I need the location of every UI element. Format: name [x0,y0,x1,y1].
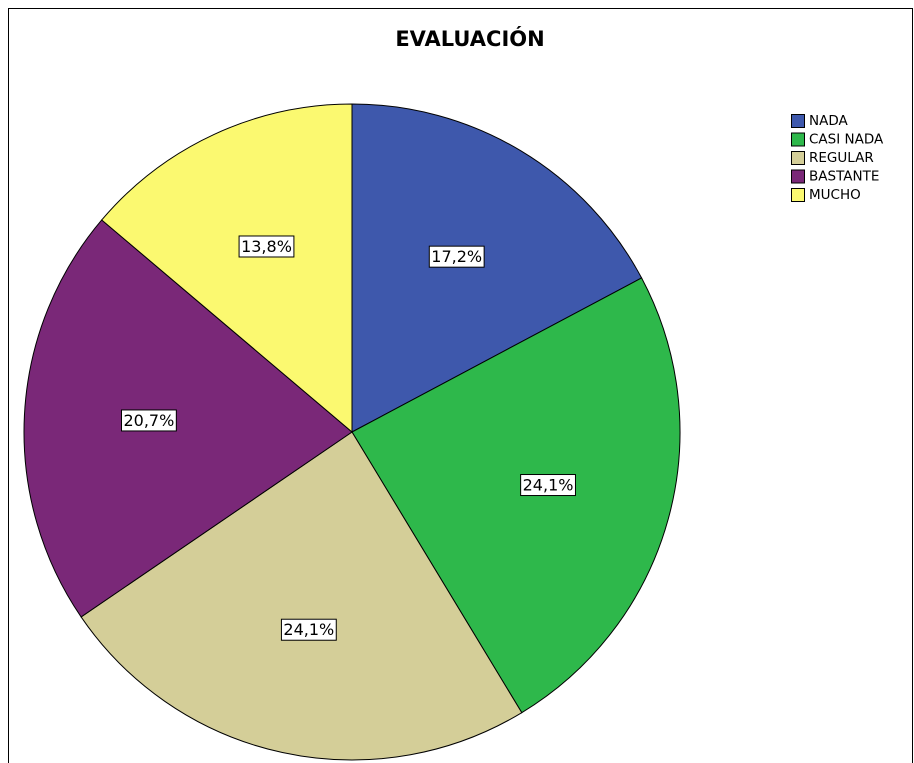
value-label-box [280,618,337,641]
legend-swatch [791,188,805,202]
pie-slice [23,219,353,618]
value-label-box [238,235,295,258]
chart-title: EVALUACIÓN [395,26,544,51]
value-label: 24,1% [283,620,334,639]
pie-slice [351,103,643,433]
legend-swatch [791,114,805,128]
legend-label: NADA [809,113,848,129]
value-label-box [428,245,485,268]
legend-label: CASI NADA [809,132,884,148]
value-label-box [120,409,177,432]
legend-swatch [791,151,805,165]
value-label: 20,7% [123,411,174,430]
legend-label: BASTANTE [809,169,879,185]
value-label: 13,8% [241,237,292,256]
pie-slice [351,277,681,714]
value-label: 24,1% [523,476,574,495]
legend-swatch [791,169,805,184]
value-label-box [520,474,576,497]
legend-label: REGULAR [809,150,874,166]
pie-slice [101,103,353,434]
pie-slice [80,431,523,761]
value-label: 17,2% [431,247,482,266]
legend-swatch [791,132,805,147]
legend-label: MUCHO [809,187,861,203]
